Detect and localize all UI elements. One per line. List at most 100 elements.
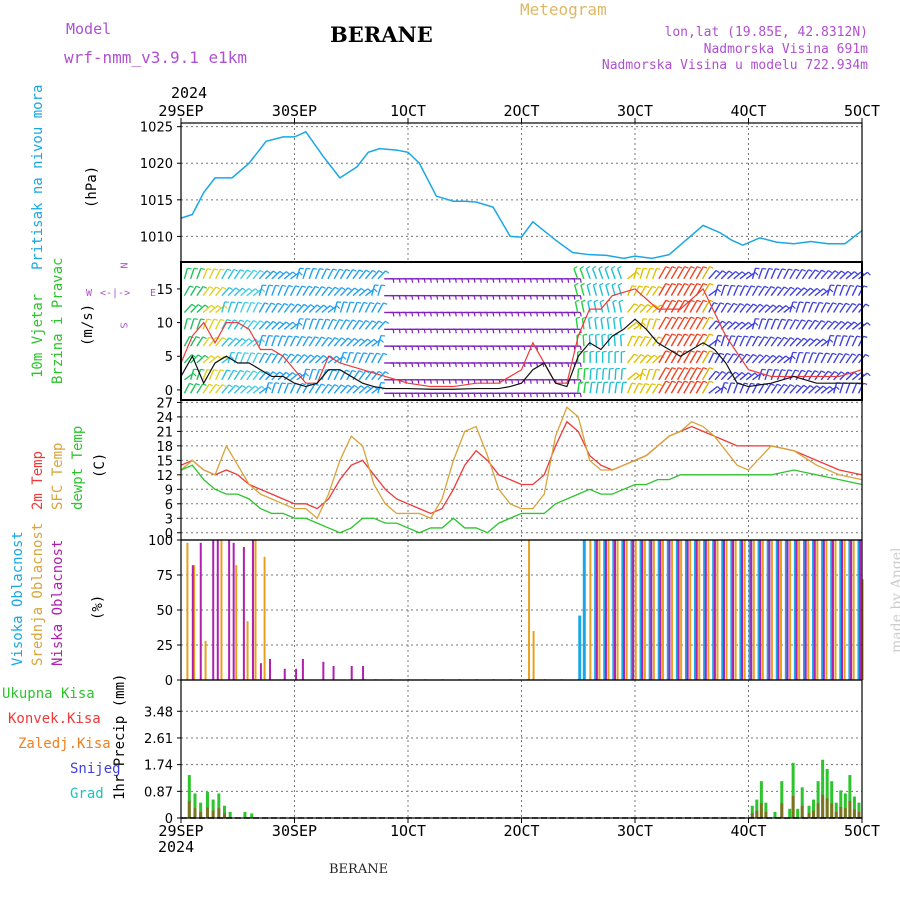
- wind-barb-flag: [579, 362, 582, 368]
- wind-barb-flag: [696, 299, 702, 303]
- wind-barb-flag: [744, 285, 749, 288]
- high-cloud-bar: [703, 540, 707, 680]
- wind-barb: [215, 286, 224, 297]
- wind-barb: [820, 385, 831, 394]
- precip-bar: [821, 759, 825, 818]
- wind-barb: [314, 286, 323, 297]
- wind-barb: [183, 268, 189, 280]
- wind-barb-flag: [345, 369, 350, 373]
- wind-barb-flag: [684, 316, 689, 320]
- wind-barb-flag: [849, 335, 855, 338]
- wind-barb-flag: [299, 271, 303, 276]
- wind-barb-flag: [759, 303, 764, 307]
- wind-barb-flag: [204, 304, 209, 308]
- low-cloud-bar: [668, 540, 671, 680]
- wind-barb-flag: [347, 337, 352, 341]
- wind-barb: [296, 318, 301, 330]
- wind-barb: [265, 270, 274, 280]
- precip-bar: [825, 768, 829, 818]
- wind-barb-flag: [228, 337, 233, 341]
- wind-barb-flag: [332, 268, 337, 271]
- wind-barb: [720, 353, 728, 364]
- precip-conv-bar: [755, 810, 759, 818]
- wind-barb: [616, 268, 623, 280]
- wind-barb: [758, 369, 763, 381]
- wind-barb: [327, 286, 336, 297]
- wind-barb: [189, 318, 195, 330]
- wind-barb-flag: [822, 338, 827, 343]
- wind-barb: [233, 370, 241, 381]
- wind-barb: [327, 355, 338, 364]
- high-cloud-bar: [857, 540, 861, 680]
- wind-barb: [365, 338, 375, 347]
- wind-barb: [580, 284, 585, 296]
- wind-barb: [758, 268, 763, 280]
- wind-barb: [820, 270, 829, 280]
- wind-barb-flag: [282, 284, 287, 287]
- wind-barb: [611, 284, 616, 296]
- wind-barb-flag: [678, 380, 683, 384]
- wind-barb: [358, 302, 365, 313]
- wind-barb: [605, 284, 610, 296]
- wind-barb: [701, 333, 711, 347]
- low-cloud-bar: [232, 542, 235, 680]
- wind-barb: [594, 335, 598, 347]
- wind-barb-flag: [231, 351, 236, 354]
- wind-barb-flag: [847, 270, 852, 275]
- low-cloud-bar: [704, 540, 707, 680]
- low-cloud-bar: [750, 540, 753, 680]
- altitude-label: Nadmorska Visina 691m: [703, 42, 868, 57]
- wind-barb: [745, 335, 752, 347]
- wind-barb-flag: [832, 352, 837, 356]
- pressure-line: [180, 130, 863, 260]
- low-cloud-bar: [722, 540, 725, 680]
- wind-barb-flag: [323, 354, 328, 359]
- wind-barb-flag: [801, 268, 806, 272]
- wind-barb: [258, 335, 263, 347]
- wind-barb-flag: [775, 368, 780, 371]
- wind-barb: [302, 285, 310, 297]
- wind-barb: [639, 318, 644, 330]
- mid-cloud-bar: [186, 542, 189, 680]
- wind-barb: [720, 270, 730, 280]
- wind-barb-flag: [709, 282, 714, 286]
- wind-barb: [776, 318, 783, 330]
- wind-barb-flag: [371, 370, 377, 374]
- wind-barb-flag: [684, 282, 689, 286]
- wind-barb: [833, 302, 840, 313]
- wind-barb-flag: [617, 265, 622, 270]
- wind-barb: [764, 383, 772, 394]
- wind-barb-flag: [261, 385, 266, 390]
- wind-barb-flag: [816, 385, 821, 389]
- wind-barb: [289, 303, 299, 313]
- wind-barb: [789, 337, 798, 347]
- wind-barb: [833, 371, 842, 381]
- wind-barb-flag: [803, 384, 808, 388]
- wind-barb-flag: [709, 299, 714, 303]
- wind-barb: [321, 336, 329, 347]
- wind-barb: [645, 318, 651, 330]
- wind-barb: [271, 285, 277, 296]
- wind-barb: [339, 384, 349, 394]
- wind-barb: [233, 269, 242, 280]
- wind-barb: [683, 350, 692, 364]
- precip-conv-bar: [764, 811, 768, 818]
- wind-barb: [664, 283, 673, 297]
- wind-barb: [626, 382, 633, 394]
- wind-barb-flag: [678, 299, 683, 303]
- wind-barb: [196, 286, 204, 297]
- wind-barb: [795, 352, 801, 364]
- wind-barb-flag: [288, 382, 293, 385]
- wind-barb: [733, 382, 739, 394]
- wind-barb-flag: [768, 267, 773, 270]
- wind-barb-flag: [350, 351, 355, 354]
- wind-barb: [801, 319, 809, 330]
- wind-barb-flag: [839, 302, 844, 306]
- wind-barb: [296, 303, 305, 313]
- wind-barb-flag: [354, 384, 358, 389]
- wind-barb: [833, 320, 842, 330]
- wind-barb-flag: [754, 372, 759, 377]
- wind-barb-flag: [360, 338, 365, 342]
- wind-barb-flag: [226, 268, 232, 272]
- wind-barb-flag: [754, 322, 759, 326]
